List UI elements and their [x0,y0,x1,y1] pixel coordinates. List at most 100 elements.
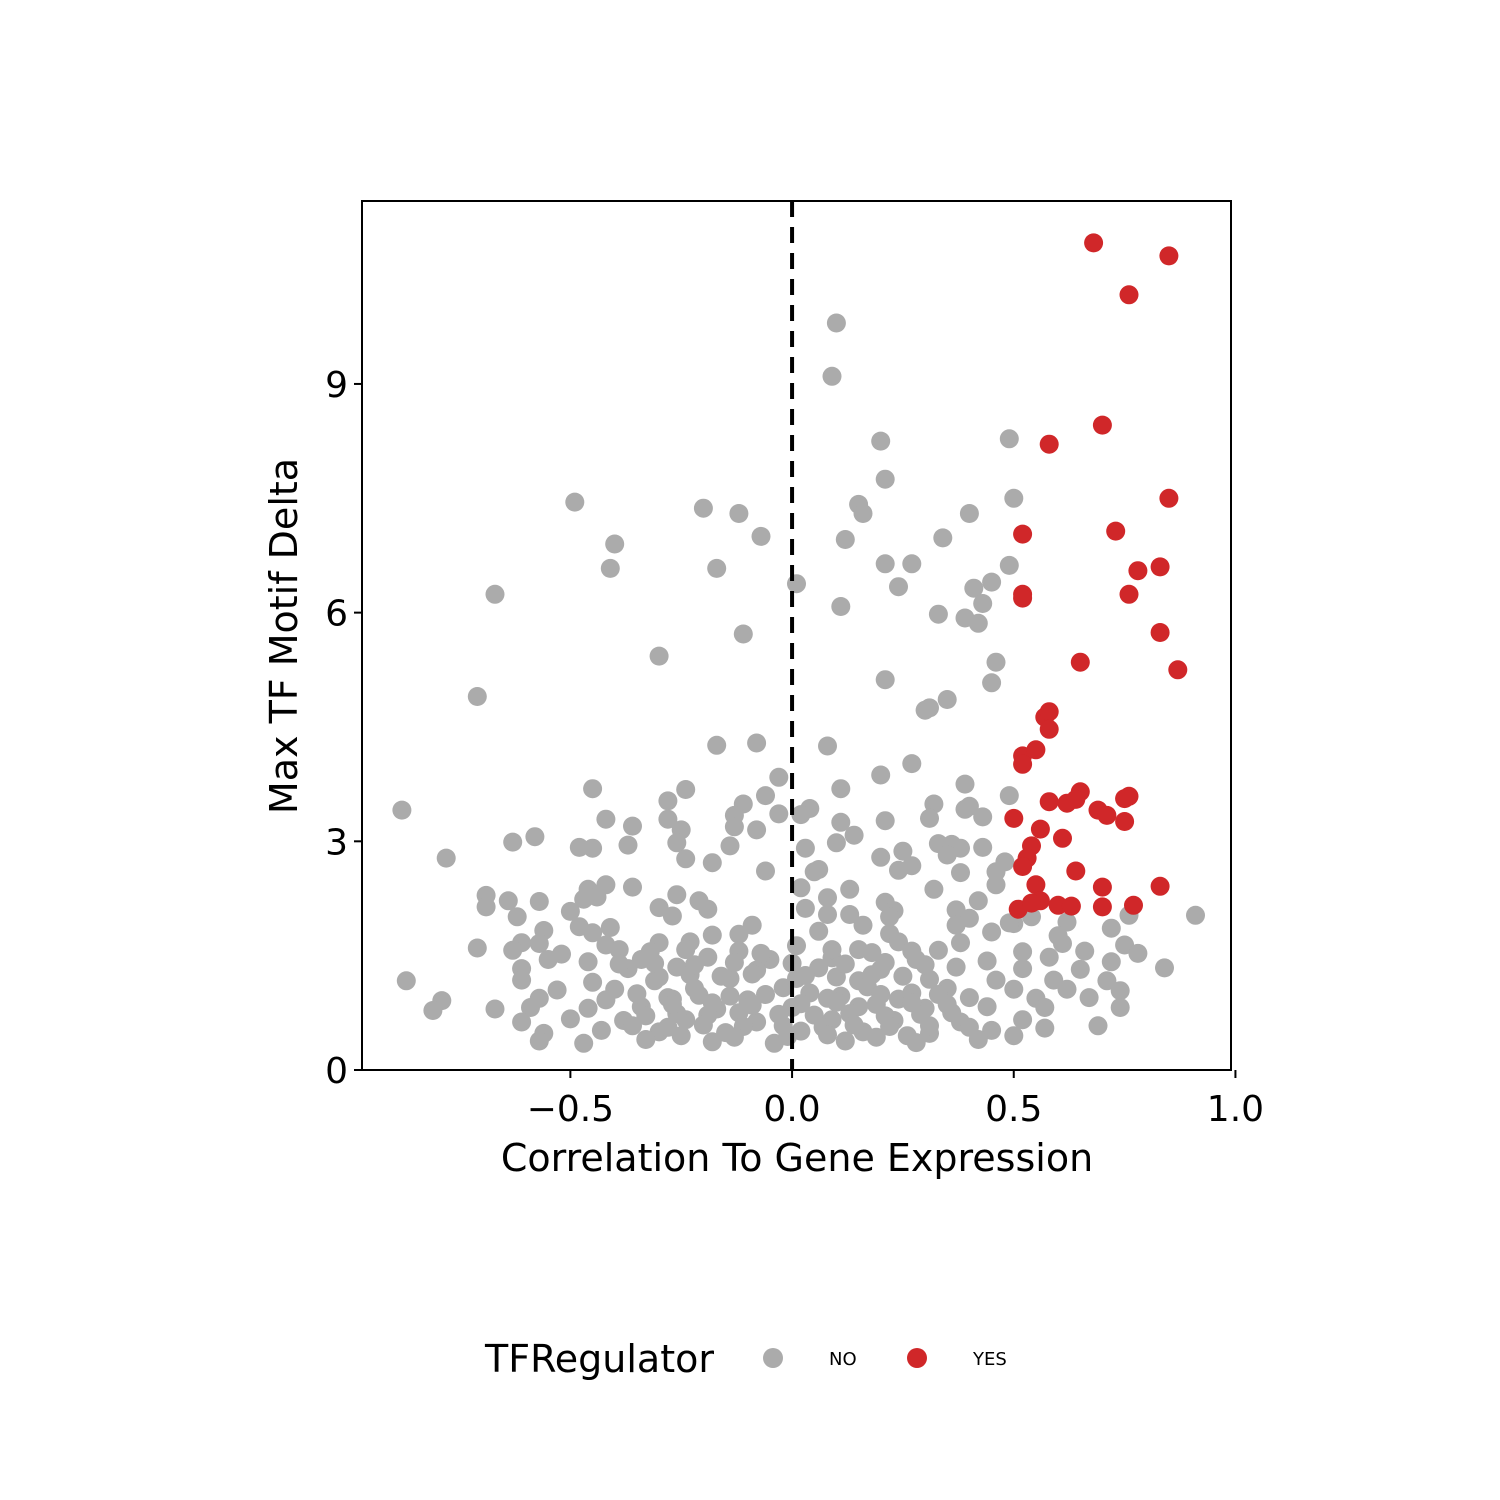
point-no [986,652,1006,672]
point-no [547,980,567,1000]
point-no [853,504,873,523]
point-no [889,860,908,880]
point-no [485,584,505,604]
point-no [1110,998,1130,1017]
point-no [840,879,860,899]
point-no [623,1016,642,1036]
point-no [649,646,669,666]
point-no [724,953,744,972]
point-no [915,955,935,975]
point-no [583,972,603,992]
point-no [658,791,678,811]
point-yes [1119,584,1139,604]
point-no [529,1031,549,1051]
point-no [1186,905,1205,925]
point-no [560,1009,580,1029]
point-no [529,892,549,911]
point-no [986,862,1006,882]
point-no [503,832,523,852]
point-no [1013,959,1033,979]
point-yes [1070,652,1090,672]
point-no [920,808,939,828]
point-yes [1115,812,1135,831]
point-no [937,994,957,1014]
legend-label-no: NO [829,1349,857,1370]
legend-title: TFRegulator [484,1337,714,1381]
point-no [951,933,970,953]
point-no [1004,1026,1024,1046]
point-no [915,700,935,720]
point-yes [1039,434,1059,454]
point-no [866,994,886,1014]
y-tick-label: 3 [325,822,348,863]
point-no [875,811,895,831]
point-no [742,995,762,1015]
point-no [889,932,908,952]
point-no [875,554,895,574]
point-no [485,999,505,1019]
point-no [871,431,891,451]
point-no [871,847,891,867]
point-no [937,845,957,865]
point-no [920,969,939,989]
point-no [662,994,682,1014]
point-no [968,613,988,633]
point-no [498,891,518,911]
point-no [751,526,771,546]
y-tick-label: 0 [325,1051,348,1092]
point-yes [1092,415,1112,435]
point-no [795,898,815,918]
point-no [512,970,532,990]
point-yes [1150,876,1170,896]
point-no [875,953,895,972]
point-no [986,875,1006,895]
point-no [512,1012,532,1032]
point-yes [1053,828,1072,848]
point-no [795,966,815,985]
point-no [574,1033,594,1053]
point-no [831,597,851,616]
point-no [476,897,496,917]
point-no [778,1027,798,1046]
point-no [525,827,545,847]
point-no [822,366,842,386]
point-no [702,1032,722,1052]
point-yes [1159,488,1179,508]
point-no [1057,912,1077,932]
point-no [609,940,629,960]
point-no [1035,998,1055,1017]
point-no [982,673,1002,693]
point-yes [1026,875,1046,895]
point-no [902,754,922,774]
point-no [862,965,882,985]
point-no [787,936,806,956]
point-no [600,558,620,578]
point-no [583,838,603,858]
point-no [636,1006,656,1026]
plot-panel [361,200,1232,1071]
point-no [937,690,957,709]
point-no [822,940,842,960]
point-yes [1030,819,1050,839]
x-tick-label: 1.0 [1207,1089,1264,1130]
point-no [1004,979,1024,999]
point-no [1004,488,1024,508]
point-no [756,985,775,1004]
point-no [769,767,789,787]
point-no [596,809,616,829]
point-no [959,1017,979,1037]
legend-label-yes: YES [972,1349,1007,1370]
point-yes [1124,895,1143,915]
point-no [724,1027,744,1047]
point-no [982,1020,1002,1040]
point-no [946,957,966,977]
point-no [902,993,922,1013]
point-no [1088,1016,1108,1036]
point-no [893,966,913,986]
point-no [959,504,979,523]
point-no [676,940,696,960]
point-no [1155,958,1174,978]
point-no [964,578,984,598]
legend: TFRegulator NO YES [484,1337,1007,1381]
